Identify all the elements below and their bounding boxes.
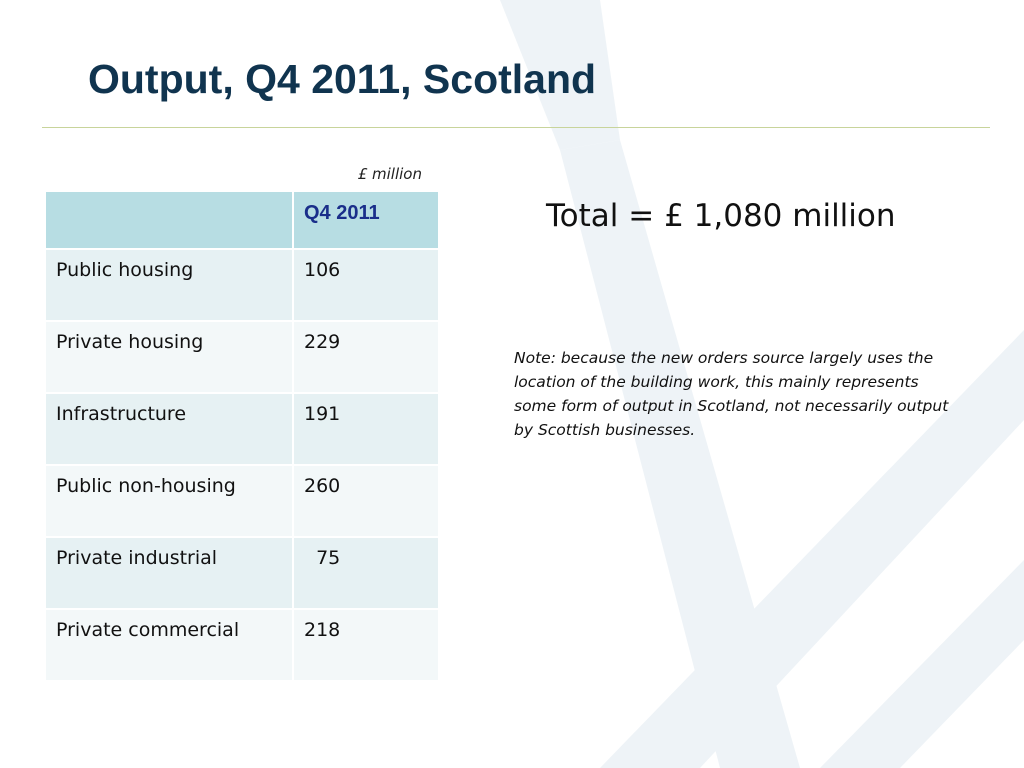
- row-label: Private housing: [56, 331, 204, 353]
- row-label-cell: Private commercial: [44, 608, 294, 682]
- row-value: 191: [304, 403, 341, 425]
- row-value-cell: 218: [292, 608, 440, 682]
- row-value: 229: [304, 331, 341, 353]
- table-row: Private commercial 218: [44, 608, 440, 682]
- row-label-cell: Public housing: [44, 248, 294, 322]
- row-value: 106: [304, 259, 341, 281]
- row-value-cell: 191: [292, 392, 440, 466]
- row-value-cell: 106: [292, 248, 440, 322]
- unit-label: £ million: [357, 165, 422, 183]
- total-output-text: Total = £ 1,080 million: [546, 198, 896, 234]
- methodology-note: Note: because the new orders source larg…: [514, 349, 949, 439]
- row-value-cell: 260: [292, 464, 440, 538]
- table-row: Infrastructure 191: [44, 392, 440, 466]
- row-label-cell: Infrastructure: [44, 392, 294, 466]
- table-header-row: Q4 2011: [44, 190, 440, 250]
- row-label-cell: Private housing: [44, 320, 294, 394]
- row-value-cell: 75: [292, 536, 440, 610]
- output-table: Q4 2011 Public housing 106 Private housi…: [44, 190, 440, 682]
- table-header-cell-label: [44, 190, 294, 250]
- table-row: Private industrial 75: [44, 536, 440, 610]
- table-row: Public housing 106: [44, 248, 440, 322]
- row-label: Private commercial: [56, 619, 240, 641]
- row-value: 260: [304, 475, 341, 497]
- table-header-cell-period: Q4 2011: [292, 190, 440, 250]
- row-label-cell: Private industrial: [44, 536, 294, 610]
- table-row: Public non-housing 260: [44, 464, 440, 538]
- row-value: 218: [304, 619, 341, 641]
- column-header-q4-2011: Q4 2011: [304, 202, 380, 224]
- row-label-cell: Public non-housing: [44, 464, 294, 538]
- row-value-cell: 229: [292, 320, 440, 394]
- row-label: Private industrial: [56, 547, 218, 569]
- row-label: Public housing: [56, 259, 194, 281]
- title-divider: [42, 127, 990, 128]
- slide-title: Output, Q4 2011, Scotland: [88, 56, 597, 102]
- table-row: Private housing 229: [44, 320, 440, 394]
- row-label: Infrastructure: [56, 403, 187, 425]
- row-value: 75: [304, 547, 341, 569]
- row-label: Public non-housing: [56, 475, 236, 497]
